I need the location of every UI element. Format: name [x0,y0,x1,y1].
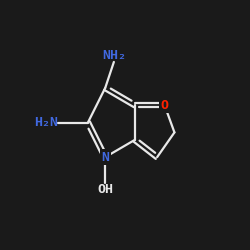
Text: OH: OH [97,183,113,196]
Text: N: N [101,151,109,164]
Text: NH₂: NH₂ [102,49,126,62]
Text: H₂N: H₂N [34,116,58,129]
Text: O: O [160,99,168,112]
